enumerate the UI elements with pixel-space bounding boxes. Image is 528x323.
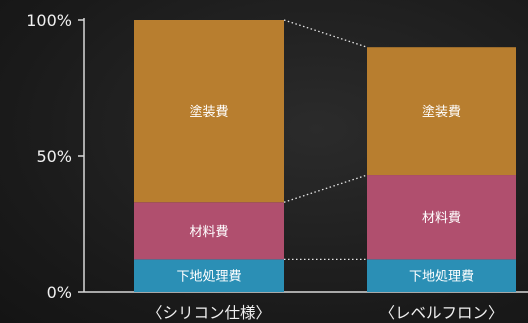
y-tick-label: 0% [47,283,72,302]
segment-label: 材料費 [422,211,461,226]
segment-label: 材料費 [189,225,228,240]
bar-segment [367,259,516,292]
bar-segment [367,47,516,176]
category-label: 〈シリコン仕様〉 [147,304,271,322]
bar-segment [134,202,284,260]
category-label: 〈レベルフロン〉 [379,304,503,322]
bar-layer [134,20,516,292]
connector-layer [283,19,368,261]
bar-segment [367,175,516,260]
segment-label: 塗装費 [189,104,228,120]
connector-line [283,174,368,203]
segment-label: 下地処理費 [409,270,474,285]
segment-label: 塗装費 [422,104,461,120]
y-tick-label: 50% [36,147,72,166]
bar-segment [134,20,284,203]
connector-line [283,19,368,48]
bar-segment [134,259,284,292]
segment-label: 下地処理費 [176,270,241,285]
y-tick-label: 100% [26,11,72,30]
